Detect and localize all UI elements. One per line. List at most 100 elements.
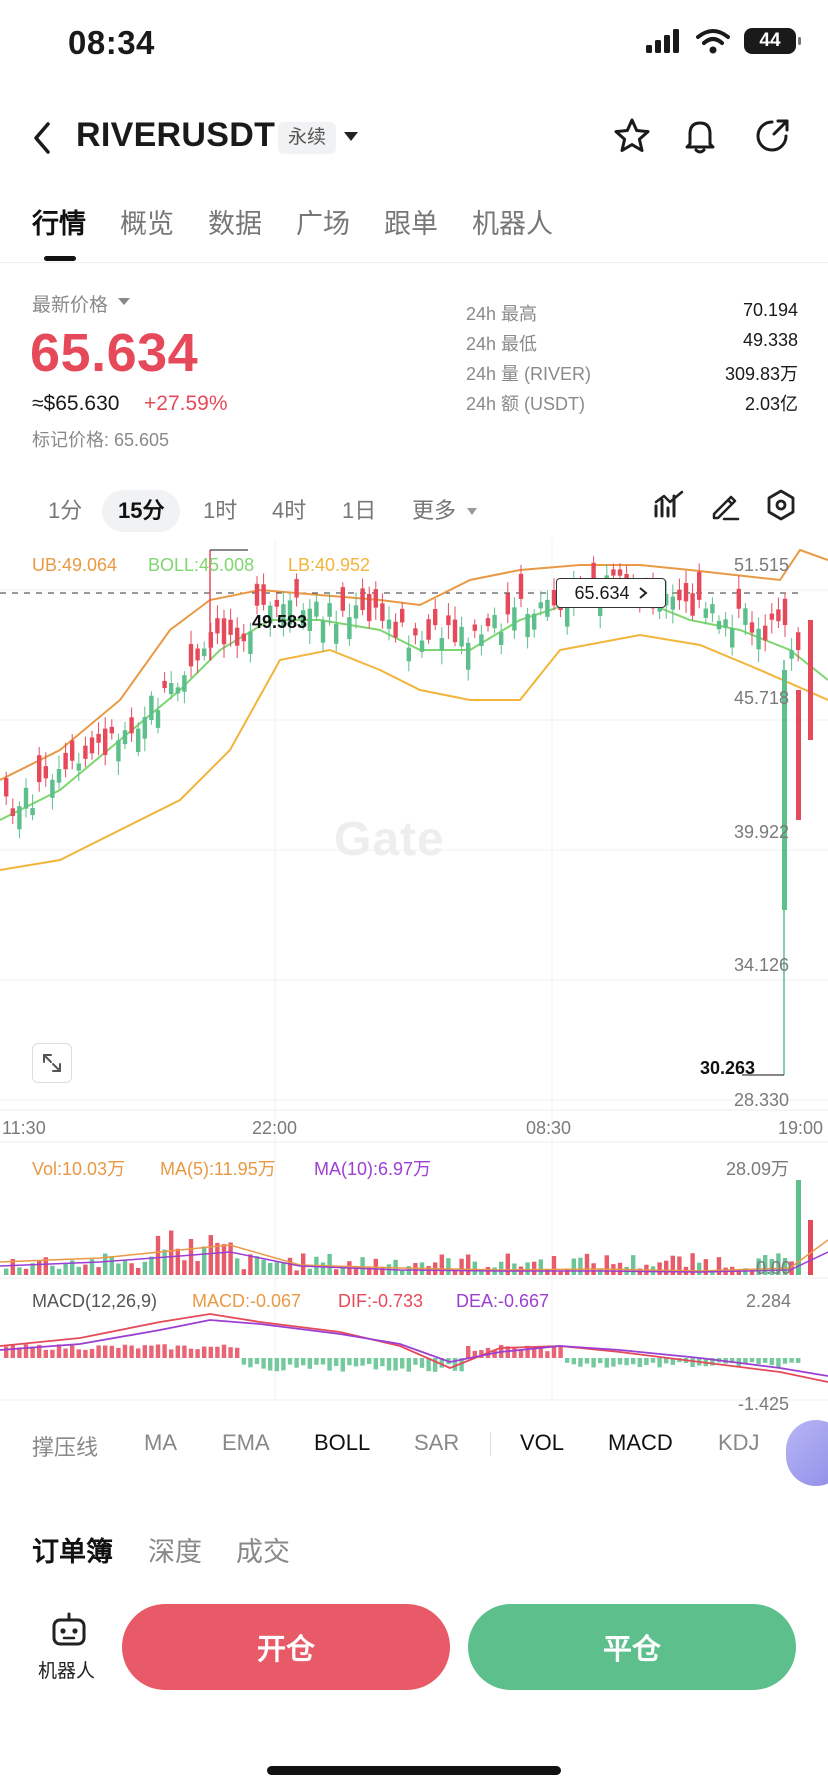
indicator-ma[interactable]: MA: [144, 1430, 177, 1455]
last-price-label[interactable]: 最新价格: [32, 295, 109, 316]
volume-ma5-line: [0, 1239, 828, 1272]
expand-icon: [43, 1054, 61, 1072]
volume-bar: [578, 1257, 583, 1275]
last-price-caret-icon[interactable]: [118, 298, 130, 305]
mark-price: 标记价格: 65.605: [32, 430, 170, 450]
candle-body: [532, 613, 537, 630]
y-label: 34.126: [734, 955, 790, 975]
macd-histogram-bar: [664, 1358, 669, 1364]
volume-bar: [459, 1258, 464, 1275]
volume-bar: [538, 1259, 543, 1275]
draw-pencil-icon[interactable]: [708, 488, 742, 522]
x-label: 08:30: [526, 1118, 572, 1138]
rebound-candle: [796, 690, 801, 820]
interval-1m[interactable]: 1分: [48, 498, 83, 523]
indicator-ema[interactable]: EMA: [222, 1430, 270, 1455]
macd-histogram-bar: [756, 1358, 761, 1365]
expand-chart-button[interactable]: [32, 1043, 72, 1083]
interval-more[interactable]: 更多: [412, 498, 457, 523]
macd-histogram-bar: [657, 1358, 662, 1368]
settings-hexagon-icon[interactable]: [764, 488, 798, 522]
stat-24h-low: 24h 最低 49.338: [466, 330, 798, 354]
volume-bar: [677, 1256, 682, 1275]
macd-histogram-bar: [532, 1346, 537, 1358]
star-icon[interactable]: [612, 116, 652, 156]
y-label: 28.330: [734, 1090, 790, 1110]
candle-body: [340, 587, 345, 611]
candle-body: [347, 617, 352, 640]
volume-bar: [776, 1253, 781, 1275]
indicator-kdj[interactable]: KDJ: [718, 1430, 760, 1455]
macd-histogram-bar: [30, 1346, 35, 1358]
tab-data[interactable]: 数据: [208, 209, 262, 239]
candle-body: [294, 579, 299, 598]
macd-histogram-bar: [565, 1358, 570, 1363]
y-label: 51.515: [734, 555, 790, 575]
candle-body: [89, 737, 95, 754]
macd-histogram-bar: [743, 1358, 748, 1364]
tab-trades[interactable]: 成交: [236, 1537, 290, 1567]
indicator-boll[interactable]: BOLL: [314, 1430, 371, 1455]
open-position-button[interactable]: 开仓: [122, 1604, 450, 1690]
more-caret-icon[interactable]: [467, 508, 477, 515]
indicator-macd[interactable]: MACD: [608, 1430, 673, 1455]
macd-histogram-bar: [169, 1349, 174, 1358]
interval-15m[interactable]: 15分: [102, 490, 181, 532]
interval-4h[interactable]: 4时: [272, 498, 307, 523]
macd-histogram-bar: [433, 1358, 438, 1372]
volume-bar: [353, 1265, 359, 1275]
indicator-support-resistance[interactable]: 撑压线: [32, 1435, 99, 1460]
macd-histogram-bar: [730, 1358, 735, 1364]
macd-histogram-bar: [439, 1358, 444, 1368]
macd-histogram-bar: [631, 1358, 636, 1365]
candle-body: [188, 644, 194, 667]
tab-copy-trade[interactable]: 跟单: [384, 209, 438, 239]
back-arrow-icon[interactable]: [28, 118, 58, 158]
bell-icon[interactable]: [680, 116, 720, 156]
interval-1d[interactable]: 1日: [342, 498, 377, 523]
macd-histogram-bar: [558, 1345, 563, 1358]
candle-body: [301, 610, 306, 626]
candle-body: [254, 583, 260, 606]
share-icon[interactable]: [752, 116, 792, 156]
candle-body: [611, 569, 616, 576]
volume-bar: [690, 1253, 695, 1275]
robot-icon[interactable]: [50, 1612, 88, 1648]
x-label: 19:00: [778, 1118, 824, 1138]
indicator-sar[interactable]: SAR: [414, 1430, 460, 1455]
close-position-button[interactable]: 平仓: [468, 1604, 796, 1690]
macd-histogram-bar: [386, 1358, 392, 1371]
tab-market[interactable]: 行情: [32, 209, 86, 239]
indicator-vol[interactable]: VOL: [520, 1430, 565, 1455]
perpetual-badge: 永续: [278, 122, 337, 154]
macd-histogram-bar: [327, 1358, 332, 1371]
tab-square[interactable]: 广场: [296, 209, 350, 239]
candlestick-chart[interactable]: [0, 540, 828, 1410]
floating-assistant-bubble[interactable]: [786, 1420, 828, 1486]
pair-name[interactable]: RIVERUSDT: [76, 116, 276, 154]
interval-1h[interactable]: 1时: [203, 498, 238, 523]
tab-overview[interactable]: 概览: [120, 209, 174, 239]
volume-bar: [63, 1263, 68, 1275]
macd-histogram-bar: [307, 1358, 312, 1369]
candle-body: [459, 626, 464, 647]
macd-histogram-bar: [149, 1345, 154, 1358]
volume-bar: [796, 1180, 801, 1275]
tab-depth[interactable]: 深度: [148, 1537, 202, 1567]
volume-bar: [472, 1261, 477, 1275]
gate-watermark: Gate: [334, 813, 445, 866]
macd-histogram-bar: [228, 1347, 233, 1358]
macd-histogram-bar: [347, 1358, 352, 1366]
candle-body: [76, 763, 81, 771]
chart-type-icon[interactable]: [652, 488, 686, 522]
macd-dif-line: [0, 1313, 828, 1383]
robot-label[interactable]: 机器人: [38, 1661, 96, 1682]
pair-dropdown-icon[interactable]: [344, 132, 358, 141]
tab-orderbook[interactable]: 订单簿: [32, 1537, 113, 1567]
macd-histogram-bar: [353, 1358, 359, 1367]
tab-bot[interactable]: 机器人: [472, 209, 553, 239]
macd-histogram-bar: [373, 1358, 378, 1370]
candle-body: [307, 608, 312, 632]
current-price-tag[interactable]: 65.634: [556, 578, 666, 608]
volume-bar: [70, 1260, 75, 1275]
